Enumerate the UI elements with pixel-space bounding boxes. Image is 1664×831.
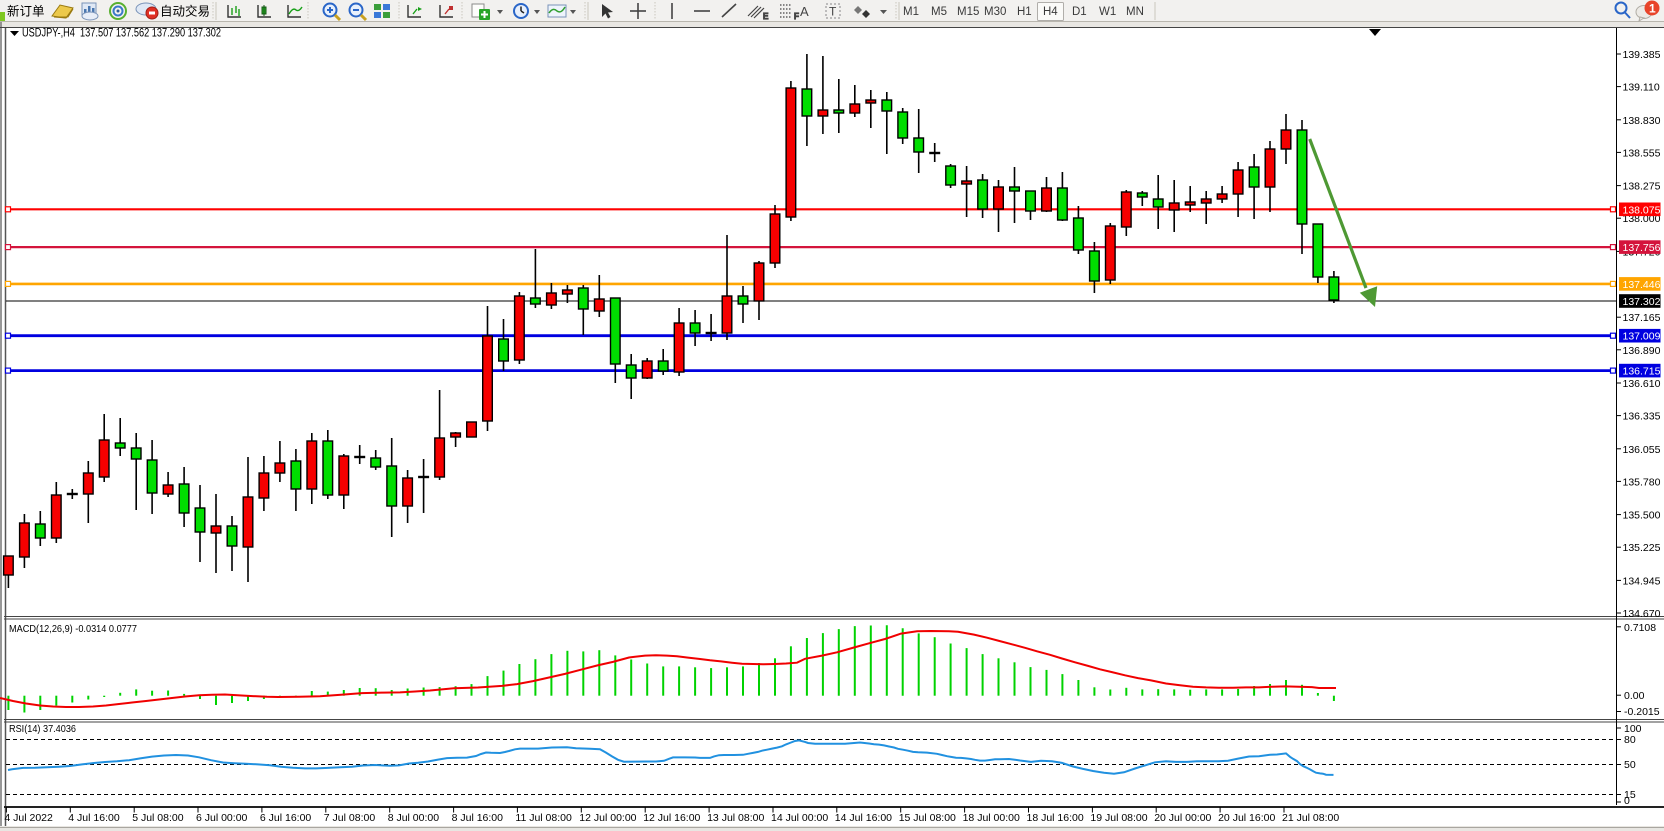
svg-text:0.7108: 0.7108	[1624, 622, 1656, 634]
svg-text:138.555: 138.555	[1623, 147, 1661, 159]
svg-text:20 Jul 16:00: 20 Jul 16:00	[1218, 812, 1275, 824]
svg-text:138.830: 138.830	[1623, 115, 1661, 127]
svg-text:135.500: 135.500	[1623, 510, 1661, 522]
svg-text:M30: M30	[984, 6, 1006, 18]
svg-text:139.385: 139.385	[1623, 49, 1661, 61]
svg-text:6 Jul 00:00: 6 Jul 00:00	[196, 812, 248, 824]
svg-text:5 Jul 08:00: 5 Jul 08:00	[132, 812, 184, 824]
svg-text:138.000: 138.000	[1623, 213, 1661, 225]
svg-text:135.780: 135.780	[1623, 476, 1661, 488]
svg-text:F: F	[794, 12, 799, 21]
svg-text:136.715: 136.715	[1623, 366, 1661, 378]
svg-text:自动交易: 自动交易	[160, 4, 210, 19]
svg-text:136.890: 136.890	[1623, 345, 1661, 357]
svg-text:137.446: 137.446	[1623, 279, 1661, 291]
svg-text:136.610: 136.610	[1623, 378, 1661, 390]
svg-text:14 Jul 00:00: 14 Jul 00:00	[771, 812, 828, 824]
svg-text:18 Jul 00:00: 18 Jul 00:00	[963, 812, 1020, 824]
svg-text:T: T	[829, 5, 837, 19]
svg-text:137.009: 137.009	[1623, 331, 1661, 343]
svg-text:12 Jul 00:00: 12 Jul 00:00	[579, 812, 636, 824]
svg-text:135.225: 135.225	[1623, 542, 1661, 554]
svg-text:14 Jul 16:00: 14 Jul 16:00	[835, 812, 892, 824]
svg-text:4 Jul 2022: 4 Jul 2022	[4, 812, 53, 824]
svg-text:1: 1	[1649, 2, 1656, 16]
svg-text:新订单: 新订单	[7, 4, 45, 19]
svg-text:137.302: 137.302	[1623, 296, 1661, 308]
svg-text:19 Jul 08:00: 19 Jul 08:00	[1090, 812, 1147, 824]
svg-text:USDJPY-,H4 137.507 137.562 13: USDJPY-,H4 137.507 137.562 137.290 137.3…	[22, 26, 221, 40]
svg-text:-0.2015: -0.2015	[1624, 706, 1660, 718]
svg-text:134.670: 134.670	[1623, 608, 1661, 620]
svg-text:20 Jul 00:00: 20 Jul 00:00	[1154, 812, 1211, 824]
svg-text:H1: H1	[1017, 6, 1032, 18]
svg-text:136.335: 136.335	[1623, 411, 1661, 423]
svg-text:138.075: 138.075	[1623, 204, 1661, 216]
svg-text:M1: M1	[903, 6, 919, 18]
svg-text:A: A	[800, 4, 809, 19]
svg-text:4 Jul 16:00: 4 Jul 16:00	[68, 812, 120, 824]
svg-text:134.945: 134.945	[1623, 575, 1661, 587]
svg-text:M5: M5	[931, 6, 947, 18]
svg-text:15: 15	[1624, 789, 1636, 801]
svg-text:0.00: 0.00	[1624, 690, 1645, 702]
svg-text:H4: H4	[1043, 6, 1058, 18]
svg-text:137.756: 137.756	[1623, 242, 1661, 254]
svg-text:50: 50	[1624, 759, 1636, 771]
svg-text:0: 0	[1624, 795, 1630, 807]
svg-text:136.055: 136.055	[1623, 444, 1661, 456]
svg-text:13 Jul 08:00: 13 Jul 08:00	[707, 812, 764, 824]
svg-text:E: E	[763, 12, 768, 21]
svg-text:8 Jul 16:00: 8 Jul 16:00	[452, 812, 504, 824]
svg-text:W1: W1	[1099, 6, 1116, 18]
svg-text:MN: MN	[1126, 6, 1144, 18]
svg-text:RSI(14) 37.4036: RSI(14) 37.4036	[9, 723, 76, 735]
svg-text:D1: D1	[1072, 6, 1087, 18]
svg-text:80: 80	[1624, 734, 1636, 746]
svg-text:8 Jul 00:00: 8 Jul 00:00	[388, 812, 440, 824]
svg-text:18 Jul 16:00: 18 Jul 16:00	[1027, 812, 1084, 824]
svg-text:MACD(12,26,9) -0.0314 0.0777: MACD(12,26,9) -0.0314 0.0777	[9, 623, 137, 635]
svg-text:11 Jul 08:00: 11 Jul 08:00	[515, 812, 572, 824]
svg-text:21 Jul 08:00: 21 Jul 08:00	[1282, 812, 1339, 824]
svg-text:7 Jul 08:00: 7 Jul 08:00	[324, 812, 376, 824]
svg-text:100: 100	[1624, 723, 1642, 735]
svg-text:138.275: 138.275	[1623, 181, 1661, 193]
svg-text:12 Jul 16:00: 12 Jul 16:00	[643, 812, 700, 824]
svg-text:139.110: 139.110	[1623, 82, 1660, 94]
svg-text:137.165: 137.165	[1623, 312, 1661, 324]
svg-text:6 Jul 16:00: 6 Jul 16:00	[260, 812, 312, 824]
svg-text:M15: M15	[957, 6, 979, 18]
svg-text:15 Jul 08:00: 15 Jul 08:00	[899, 812, 956, 824]
